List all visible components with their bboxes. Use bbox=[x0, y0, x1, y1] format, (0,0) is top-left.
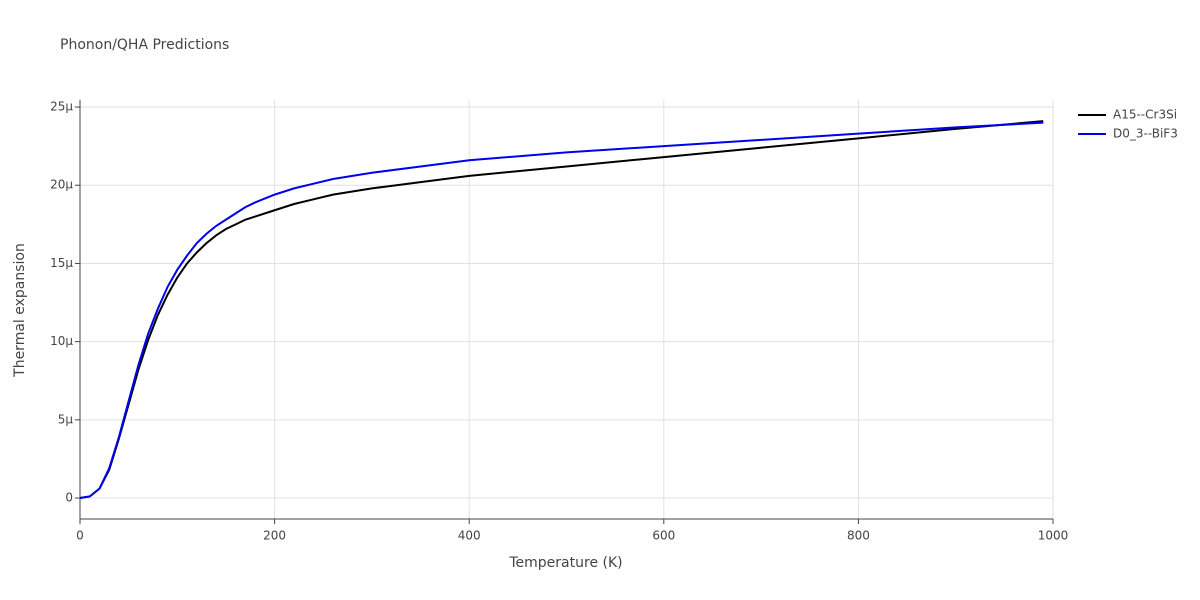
x-tick-label: 800 bbox=[847, 529, 870, 543]
x-axis-label: Temperature (K) bbox=[508, 555, 622, 571]
y-tick-label: 5μ bbox=[58, 412, 74, 426]
x-tick-label: 1000 bbox=[1038, 529, 1069, 543]
x-tick-label: 600 bbox=[652, 529, 675, 543]
series-line bbox=[79, 120, 1044, 500]
x-tick-label: 400 bbox=[458, 529, 481, 543]
y-axis-label: Thermal expansion bbox=[12, 243, 28, 378]
y-tick-label: 25μ bbox=[50, 100, 73, 114]
chart-title: Phonon/QHA Predictions bbox=[60, 37, 229, 53]
legend-label: A15--Cr3Si bbox=[1113, 108, 1177, 122]
x-tick-label: 200 bbox=[263, 529, 286, 543]
y-tick-label: 15μ bbox=[50, 256, 73, 270]
series-line bbox=[79, 121, 1044, 500]
y-tick-label: 20μ bbox=[50, 178, 73, 192]
y-tick-label: 10μ bbox=[50, 334, 73, 348]
x-tick-label: 0 bbox=[76, 529, 84, 543]
legend-label: D0_3--BiF3 bbox=[1113, 127, 1178, 141]
y-tick-label: 0 bbox=[65, 491, 73, 505]
